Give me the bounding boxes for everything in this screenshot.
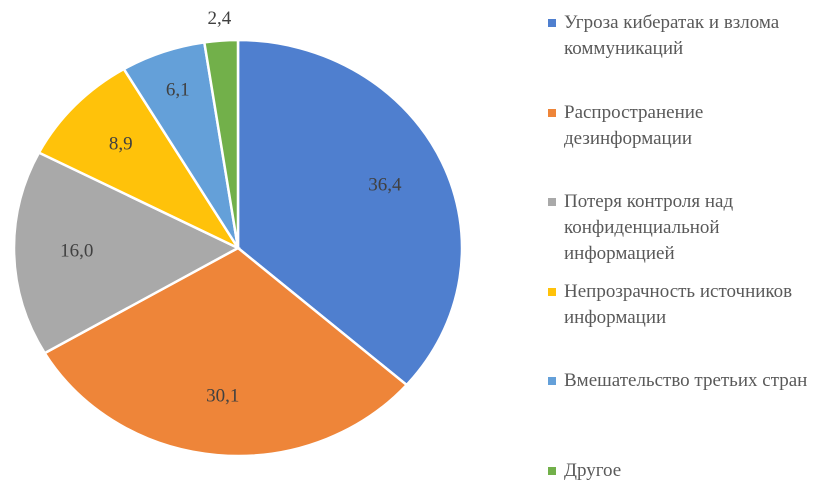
- pie-slice: [202, 38, 240, 249]
- legend-item: Распространение дезинформации: [548, 100, 828, 152]
- legend-swatch: [548, 377, 556, 386]
- legend-label: Распространение дезинформации: [564, 101, 704, 149]
- pie-slice: [42, 246, 409, 458]
- legend-item: Непрозрачность источников информации: [548, 279, 828, 331]
- legend-swatch: [548, 198, 556, 207]
- pie-slice: [37, 67, 242, 252]
- pie-slice: [12, 150, 241, 355]
- legend-label: Угроза кибератак и взлома коммуникаций: [564, 12, 780, 59]
- legend-item: Другое: [548, 458, 828, 484]
- data-label: 16,0: [60, 240, 93, 261]
- legend-item: Вмешательство третьих стран: [548, 368, 828, 394]
- legend-label: Другое: [564, 460, 622, 481]
- data-label: 36,4: [368, 174, 402, 195]
- chart: 36,4 30,1 16,0 8,9 6,1 2,4: [12, 8, 464, 458]
- data-label: 2,4: [208, 8, 232, 29]
- legend-swatch: [548, 467, 556, 475]
- data-label: 8,9: [109, 134, 133, 155]
- data-label: 30,1: [206, 385, 239, 406]
- pie-slice: [236, 38, 464, 387]
- legend-swatch: [548, 19, 556, 27]
- legend-item: Потеря контроля над конфиденциальной инф…: [548, 189, 828, 267]
- legend-swatch: [548, 108, 556, 117]
- legend-label: Непрозрачность источников информации: [564, 280, 793, 328]
- legend-label: Потеря контроля над конфиденциальной инф…: [564, 191, 734, 265]
- legend-swatch: [548, 287, 556, 296]
- data-label: 6,1: [166, 80, 190, 101]
- legend-item: Угроза кибератак и взлома коммуникаций: [548, 10, 828, 62]
- legend-label: Вмешательство третьих стран: [564, 370, 808, 392]
